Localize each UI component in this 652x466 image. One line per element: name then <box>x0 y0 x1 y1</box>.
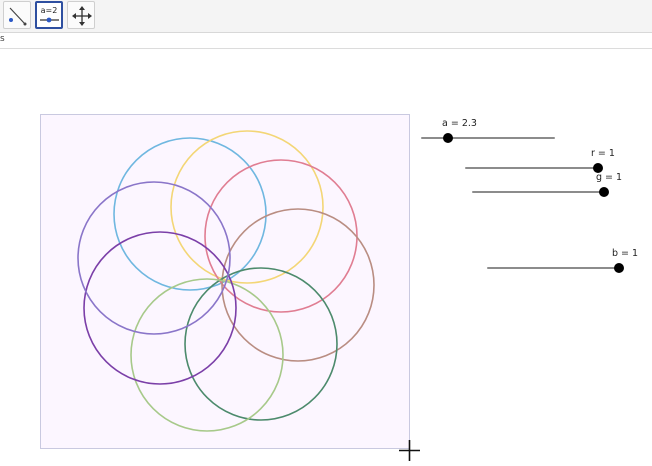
figure-circle[interactable] <box>204 159 358 313</box>
slider-r-handle[interactable] <box>593 163 603 173</box>
slider-a[interactable] <box>421 132 555 146</box>
figure-circle[interactable] <box>113 137 267 291</box>
slider-g-label: g = 1 <box>596 172 623 183</box>
slider-r-label: r = 1 <box>591 148 615 159</box>
crosshair-cursor-icon <box>399 440 420 461</box>
figure-circle[interactable] <box>221 208 375 362</box>
line-tool-button[interactable] <box>3 1 31 29</box>
slider-tool-label: a=2 <box>41 6 58 15</box>
slider-r[interactable] <box>465 162 603 176</box>
slider-g-handle[interactable] <box>599 187 609 197</box>
slider-g[interactable] <box>472 186 609 200</box>
slider-b-track[interactable] <box>487 267 619 269</box>
slider-a-handle[interactable] <box>442 133 453 143</box>
slider-r-track[interactable] <box>465 167 598 169</box>
slider-a-label: a = 2.3 <box>442 118 477 129</box>
slider-tool-icon: a=2 <box>40 6 59 23</box>
toolbar: a=2 <box>0 0 652 33</box>
figure-circle[interactable] <box>83 231 237 385</box>
slider-b[interactable] <box>487 262 624 276</box>
figure-circle[interactable] <box>184 267 338 421</box>
move-graphics-view-icon <box>72 6 92 26</box>
figure-circle[interactable] <box>170 130 324 284</box>
slider-b-label: b = 1 <box>612 248 639 259</box>
line-tool-icon <box>9 7 27 26</box>
graphics-view[interactable] <box>40 114 410 449</box>
input-bar-text: s <box>0 34 5 44</box>
algebra-input-bar[interactable]: s <box>0 33 652 49</box>
figure-circle[interactable] <box>130 278 284 432</box>
move-graphics-view-button[interactable] <box>67 1 95 29</box>
figure-circle[interactable] <box>77 181 231 335</box>
slider-g-track[interactable] <box>472 191 604 193</box>
circle-rose-figure <box>77 130 375 432</box>
slider-b-handle[interactable] <box>614 263 624 273</box>
slider-a-track[interactable] <box>421 137 555 139</box>
slider-tool-button[interactable]: a=2 <box>35 1 63 29</box>
